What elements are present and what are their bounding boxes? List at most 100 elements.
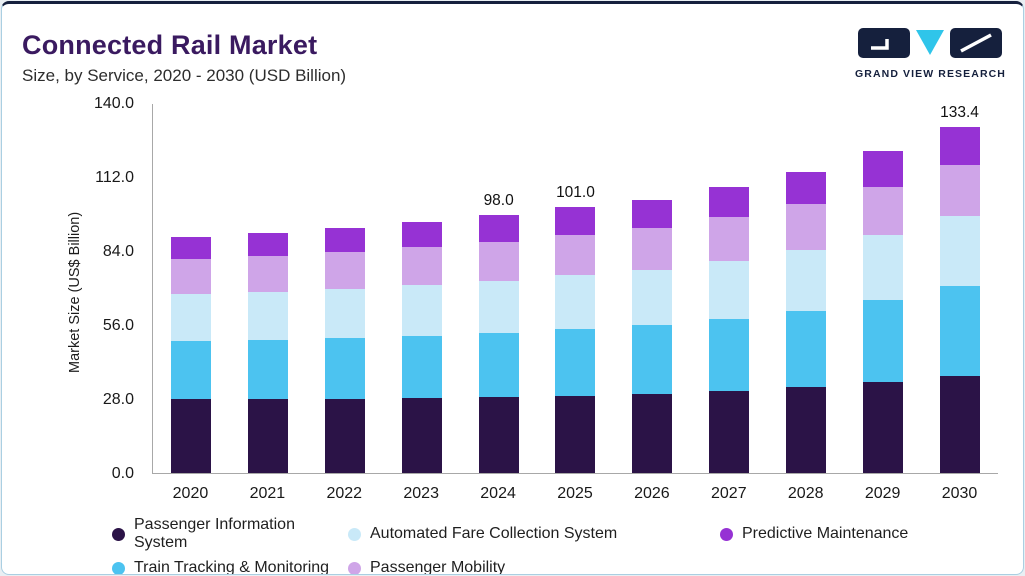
legend-item: Train Tracking & Monitoring [112,559,348,575]
x-tick-label: 2022 [326,485,363,502]
bar-segment [939,165,980,217]
bar-segment [939,127,980,166]
x-tick-label: 2024 [480,485,516,502]
stacked-bar [555,206,596,473]
page-title: Connected Rail Market [22,30,318,60]
x-tick-label: 2021 [249,485,286,502]
legend-item: Passenger Information System [112,516,348,552]
stacked-bar [248,232,289,473]
bar-segment [709,187,750,218]
bar-series-container: 98.0 101.0 133.4 [153,104,998,473]
x-tick-label: 2027 [711,485,747,502]
legend-swatch-icon [348,527,361,541]
bar-segment [248,340,289,400]
bar-value-label: 98.0 [483,191,514,209]
bar-segment [862,186,903,236]
legend-item: Passenger Mobility [348,559,720,575]
bar-segment [555,275,596,330]
bar-slot [768,104,845,473]
bar-segment [862,382,903,473]
bar-segment [939,216,980,287]
bar-segment [632,393,673,473]
stacked-bar [401,222,442,473]
bar-segment [632,199,673,229]
y-axis-ticks: 0.0 28.0 56.0 84.0 112.0 140.0 [82,95,144,482]
bar-segment [171,399,212,473]
bar-value-label: 101.0 [556,183,595,201]
bar-slot [383,104,460,473]
bar-segment [478,214,519,242]
bar-segment [401,247,442,286]
stacked-bar [862,151,903,473]
bar-segment [248,291,289,341]
bar-segment [709,319,750,392]
bar-segment [709,217,750,261]
bar-segment [325,227,366,252]
bar-slot: 133.4 [921,104,998,473]
stacked-bar [171,236,212,473]
bar-segment [632,269,673,326]
bar-segment [478,241,519,281]
legend-swatch-icon [112,527,125,541]
gvr-logo-icon [857,28,1002,58]
x-tick-label: 2030 [941,485,978,502]
bar-segment [939,376,980,473]
bar-segment [862,235,903,301]
bar-segment [478,333,519,398]
y-tick-label: 84.0 [102,243,134,260]
legend-swatch-icon [112,561,125,574]
legend-item: Predictive Maintenance [720,516,1003,552]
y-tick-label: 56.0 [102,317,134,334]
bar-segment [401,285,442,336]
y-tick-label: 112.0 [95,169,134,186]
chart-legend: Passenger Information System Automated Fa… [112,516,1003,575]
bar-segment [325,338,366,399]
stacked-bar [478,214,519,473]
bar-slot [230,104,307,473]
bar-slot: 98.0 [460,104,537,473]
grand-view-research-logo: GRAND VIEW RESEARCH [855,28,1005,80]
stacked-bar [325,227,366,473]
bar-segment [248,232,289,257]
legend-label: Predictive Maintenance [742,525,909,542]
bar-slot [691,104,768,473]
bar-segment [401,398,442,473]
x-axis-labels: 2020 2021 2022 2023 2024 2025 2026 2027 2028 2029… [152,485,998,509]
bar-segment [785,204,826,250]
page-subtitle: Size, by Service, 2020 - 2030 (USD Billi… [22,66,347,85]
bar-slot [153,104,230,473]
x-tick-label: 2026 [634,485,670,502]
bar-slot [844,104,921,473]
bar-value-label: 133.4 [940,104,979,121]
bar-segment [478,280,519,334]
stacked-bar [709,187,750,473]
bar-segment [785,172,826,205]
bar-segment [171,259,212,295]
bar-segment [171,236,212,260]
stacked-bar [939,127,980,473]
legend-label: Train Tracking & Monitoring [134,559,330,575]
stacked-bar [632,199,673,473]
bar-segment [632,228,673,270]
bar-segment [248,256,289,292]
bar-segment [709,260,750,320]
bar-segment [862,151,903,187]
bar-segment [555,234,596,276]
bar-segment [555,206,596,235]
bar-segment [248,399,289,473]
bar-slot [614,104,691,473]
bar-segment [401,335,442,399]
legend-label: Passenger Information System [134,516,295,551]
bar-segment [555,329,596,397]
legend-swatch-icon [348,561,361,574]
y-tick-label: 140.0 [93,95,134,112]
x-tick-label: 2025 [557,485,593,502]
bar-segment [555,396,596,473]
x-tick-label: 2029 [864,485,901,502]
plot-area: 98.0 101.0 133.4 [152,104,998,474]
bar-segment [785,249,826,311]
x-tick-label: 2020 [172,485,209,502]
bar-segment [401,222,442,248]
legend-label: Passenger Mobility [370,559,506,575]
